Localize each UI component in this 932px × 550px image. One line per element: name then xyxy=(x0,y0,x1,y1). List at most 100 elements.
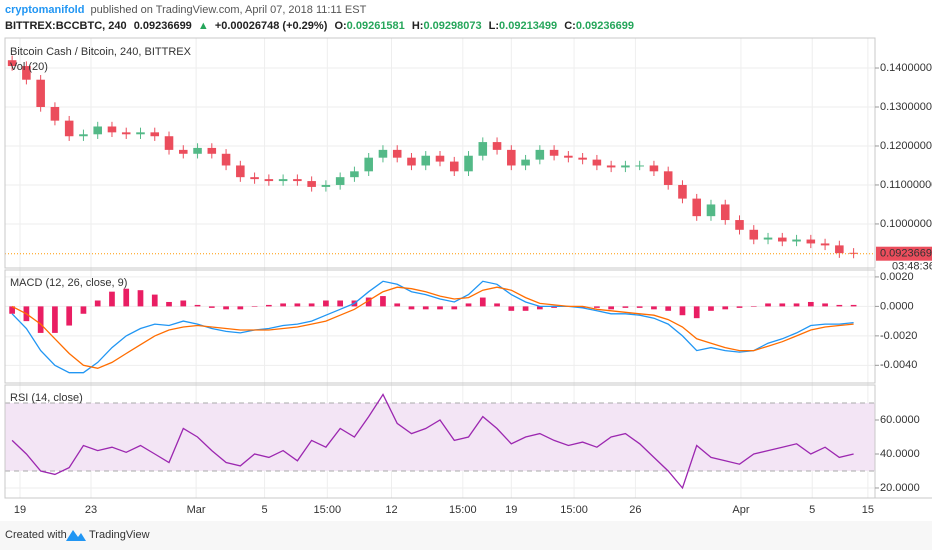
candle-body xyxy=(564,155,573,158)
histogram-bar xyxy=(365,297,372,307)
candle-body xyxy=(79,134,88,137)
candle-body xyxy=(635,165,644,167)
candle-body xyxy=(250,177,259,180)
series-line xyxy=(11,393,854,490)
x-tick-label: 19 xyxy=(505,504,517,516)
y-tick-label: -0.0020 xyxy=(880,330,917,342)
x-tick-label: 5 xyxy=(262,504,268,516)
x-tick-label: 15:00 xyxy=(560,504,588,516)
candle-body xyxy=(307,181,316,187)
candle-body xyxy=(678,184,687,199)
histogram-bar xyxy=(109,291,115,307)
histogram-bar xyxy=(793,303,800,307)
high-label: H: xyxy=(412,20,424,32)
footer-brand[interactable]: TradingView xyxy=(89,529,150,541)
candle-body xyxy=(578,157,587,160)
y-tick-label: -0.0040 xyxy=(880,359,917,371)
published: published on TradingView.com, April 07, … xyxy=(91,4,367,16)
close-value: 0.09236699 xyxy=(576,20,634,32)
histogram-bar xyxy=(779,303,786,307)
histogram-bar xyxy=(337,300,344,307)
candle-body xyxy=(549,149,559,156)
symbol-line: BITTREX:BCCBTC, 240 0.09236699 ▲ +0.0002… xyxy=(5,20,634,32)
plot-layer xyxy=(5,55,875,490)
candle-body xyxy=(164,136,174,150)
candle-body xyxy=(478,142,488,156)
candle-body xyxy=(121,132,131,135)
candle-body xyxy=(378,149,388,158)
x-tick-label: 26 xyxy=(629,504,641,516)
histogram-bar xyxy=(494,303,500,307)
volume-title: Vol (20) xyxy=(10,61,48,73)
histogram-bar xyxy=(765,303,771,307)
y-tick-label: 0.0020 xyxy=(880,271,914,283)
change: +0.00026748 (+0.29%) xyxy=(215,20,328,32)
histogram-bar xyxy=(850,304,857,307)
candle-body xyxy=(107,126,117,133)
last-price: 0.09236699 xyxy=(134,20,192,32)
y-tick-label: 20.0000 xyxy=(880,482,920,494)
histogram-bar xyxy=(280,303,286,307)
candle-body xyxy=(449,161,459,172)
candle-body xyxy=(236,165,245,178)
histogram-bar xyxy=(437,306,443,310)
candle-body xyxy=(820,243,830,246)
histogram-bar xyxy=(294,303,301,307)
histogram-bar xyxy=(180,300,187,307)
histogram-bar xyxy=(608,306,614,310)
histogram-bar xyxy=(194,304,201,307)
x-tick-label: 23 xyxy=(85,504,97,516)
candle-body xyxy=(706,204,716,217)
candle-body xyxy=(621,165,630,168)
histogram-bar xyxy=(622,306,629,308)
candle-body xyxy=(835,245,844,254)
brand-logo[interactable] xyxy=(66,530,86,541)
histogram-bar xyxy=(237,306,244,310)
footer-bar xyxy=(0,521,932,550)
histogram-bar xyxy=(479,297,486,307)
candle-body xyxy=(592,159,602,166)
close-label: C: xyxy=(564,20,576,32)
x-tick-label: 15 xyxy=(862,504,874,516)
open-value: 0.09261581 xyxy=(347,20,405,32)
series-line xyxy=(11,280,854,374)
candle-body xyxy=(278,179,288,182)
candle-body xyxy=(136,132,145,135)
histogram-bar xyxy=(836,304,843,307)
candle-body xyxy=(293,179,302,182)
candle-body xyxy=(364,157,373,172)
histogram-bar xyxy=(508,306,515,311)
candle-body xyxy=(150,132,160,137)
candle-body xyxy=(421,155,431,166)
candle-body xyxy=(663,171,673,185)
histogram-bar xyxy=(380,296,386,307)
histogram-bar xyxy=(9,306,15,314)
histogram-bar xyxy=(52,306,58,333)
countdown: 03:48:36 xyxy=(892,261,932,273)
macd-title: MACD (12, 26, close, 9) xyxy=(10,277,127,289)
candle-body xyxy=(535,149,545,160)
candle-body xyxy=(464,155,473,172)
candle-body xyxy=(64,120,74,137)
histogram-bar xyxy=(266,304,272,307)
histogram-bar xyxy=(651,306,657,310)
x-tick-label: 15:00 xyxy=(314,504,342,516)
candle-body xyxy=(606,165,616,168)
rsi-band xyxy=(5,403,875,471)
author[interactable]: cryptomanifold xyxy=(5,4,84,16)
candle-body xyxy=(321,184,331,187)
last-price-label: 0.09236699 xyxy=(880,248,932,260)
x-tick-label: 19 xyxy=(14,504,26,516)
histogram-bar xyxy=(166,301,172,307)
candle-body xyxy=(507,149,516,166)
histogram-bar xyxy=(594,306,600,308)
histogram-bar xyxy=(123,288,130,307)
x-tick-label: 5 xyxy=(809,504,815,516)
candle-body xyxy=(350,171,359,178)
candle-body xyxy=(778,237,787,242)
histogram-bar xyxy=(323,300,329,307)
candle-body xyxy=(36,79,45,107)
x-tick-label: 12 xyxy=(385,504,397,516)
